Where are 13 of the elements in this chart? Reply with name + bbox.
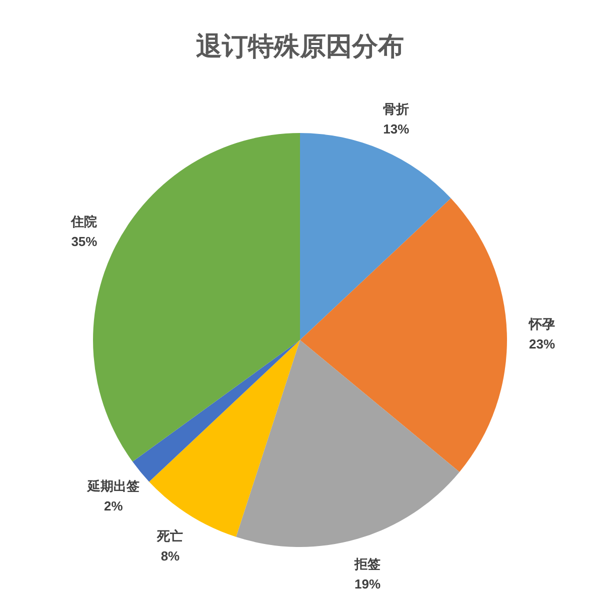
data-label: 19%: [354, 576, 382, 592]
slice-label: 怀孕: [528, 316, 556, 332]
data-label: 2%: [104, 498, 124, 514]
data-label: 35%: [71, 234, 98, 250]
data-label: 23%: [529, 336, 556, 352]
chart-title: 退订特殊原因分布: [196, 31, 404, 61]
slice-label: 骨折: [383, 102, 410, 117]
slice-label: 延期出签: [86, 478, 140, 494]
slice-label: 死亡: [156, 528, 184, 544]
slice-label: 拒签: [354, 556, 381, 572]
data-label: 13%: [383, 122, 410, 137]
slice-label: 住院: [70, 214, 98, 230]
data-label: 8%: [160, 548, 180, 564]
